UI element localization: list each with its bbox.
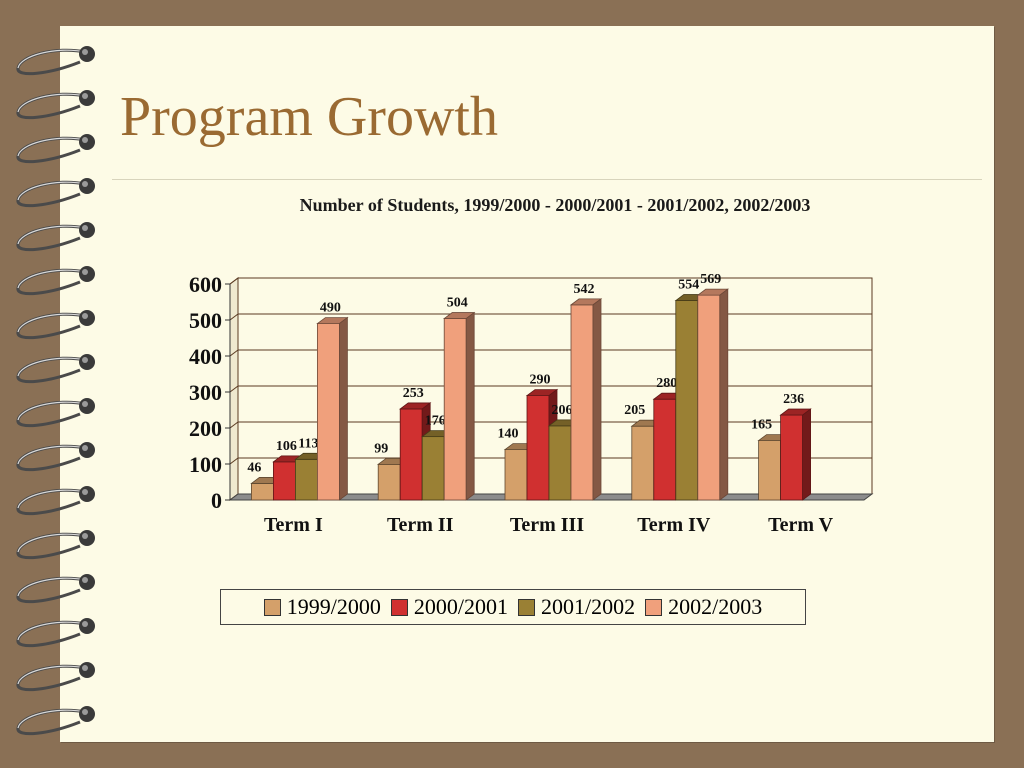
binding-ring	[16, 134, 95, 164]
data-label: 569	[700, 272, 721, 287]
chart-legend: 1999/2000 2000/2001 2001/2002 2002/2003	[220, 589, 806, 625]
y-tick-label: 600	[189, 272, 222, 297]
y-tick-label: 100	[189, 452, 222, 477]
legend-label: 2000/2001	[413, 594, 508, 619]
data-label: 253	[403, 386, 424, 401]
y-tick-label: 200	[189, 416, 222, 441]
gridline-side	[229, 457, 239, 465]
gridline-side	[229, 313, 239, 321]
legend-swatch	[390, 598, 408, 616]
gridline-side	[229, 385, 239, 393]
spiral-binding	[16, 46, 95, 736]
x-tick-label: Term I	[264, 514, 323, 536]
bar	[569, 298, 603, 501]
binding-ring	[16, 46, 95, 76]
binding-ring	[16, 486, 95, 516]
slide-title: Program Growth	[120, 86, 498, 148]
binding-ring	[16, 222, 95, 252]
data-label: 236	[783, 392, 804, 407]
data-label: 554	[678, 278, 699, 293]
legend-swatch	[645, 598, 663, 616]
data-label: 490	[320, 301, 341, 316]
legend-item: 1999/2000	[263, 594, 381, 620]
binding-ring	[16, 442, 95, 472]
binding-ring	[16, 310, 95, 340]
data-label: 113	[298, 436, 318, 451]
binding-ring	[16, 178, 95, 208]
binding-ring	[16, 354, 95, 384]
data-label: 176	[425, 414, 446, 429]
binding-ring	[16, 662, 95, 692]
binding-ring	[16, 706, 95, 736]
binding-ring	[16, 90, 95, 120]
data-label: 165	[751, 418, 772, 433]
y-tick-label: 300	[189, 380, 222, 405]
data-label: 106	[276, 439, 297, 454]
y-tick-label: 400	[189, 344, 222, 369]
gridline-side	[229, 421, 239, 429]
x-tick-label: Term III	[510, 514, 584, 536]
legend-label: 1999/2000	[286, 594, 381, 619]
data-label: 290	[530, 373, 551, 388]
legend-swatch	[263, 598, 281, 616]
legend-item: 2001/2002	[518, 594, 635, 620]
data-label: 280	[656, 376, 677, 391]
gridline-side	[229, 349, 239, 357]
binding-ring	[16, 574, 95, 604]
y-tick-label: 0	[211, 488, 222, 513]
data-label: 205	[624, 403, 645, 418]
chart-title: Number of Students, 1999/2000 - 2000/200…	[299, 195, 811, 215]
binding-ring	[16, 618, 95, 648]
x-tick-label: Term IV	[637, 514, 711, 536]
data-label: 504	[447, 296, 468, 311]
binding-ring	[16, 266, 95, 296]
data-label: 542	[574, 282, 595, 297]
data-label: 46	[247, 460, 261, 475]
bar	[696, 288, 729, 501]
binding-ring	[16, 398, 95, 428]
legend-swatch	[518, 598, 535, 616]
y-tick-label: 500	[189, 308, 222, 333]
bar	[779, 408, 812, 501]
x-tick-label: Term II	[387, 514, 454, 536]
bar	[316, 316, 349, 501]
bar	[443, 311, 476, 501]
data-label: 99	[374, 441, 388, 456]
legend-item: 2000/2001	[390, 594, 508, 620]
title-divider	[112, 179, 982, 180]
legend-label: 2001/2002	[541, 594, 636, 619]
legend-label: 2002/2003	[668, 594, 763, 619]
data-label: 206	[552, 403, 573, 418]
binding-ring	[16, 530, 95, 560]
legend-item: 2002/2003	[645, 594, 762, 620]
data-label: 140	[498, 427, 519, 442]
gridline-side	[229, 277, 239, 285]
x-tick-label: Term V	[768, 514, 834, 536]
